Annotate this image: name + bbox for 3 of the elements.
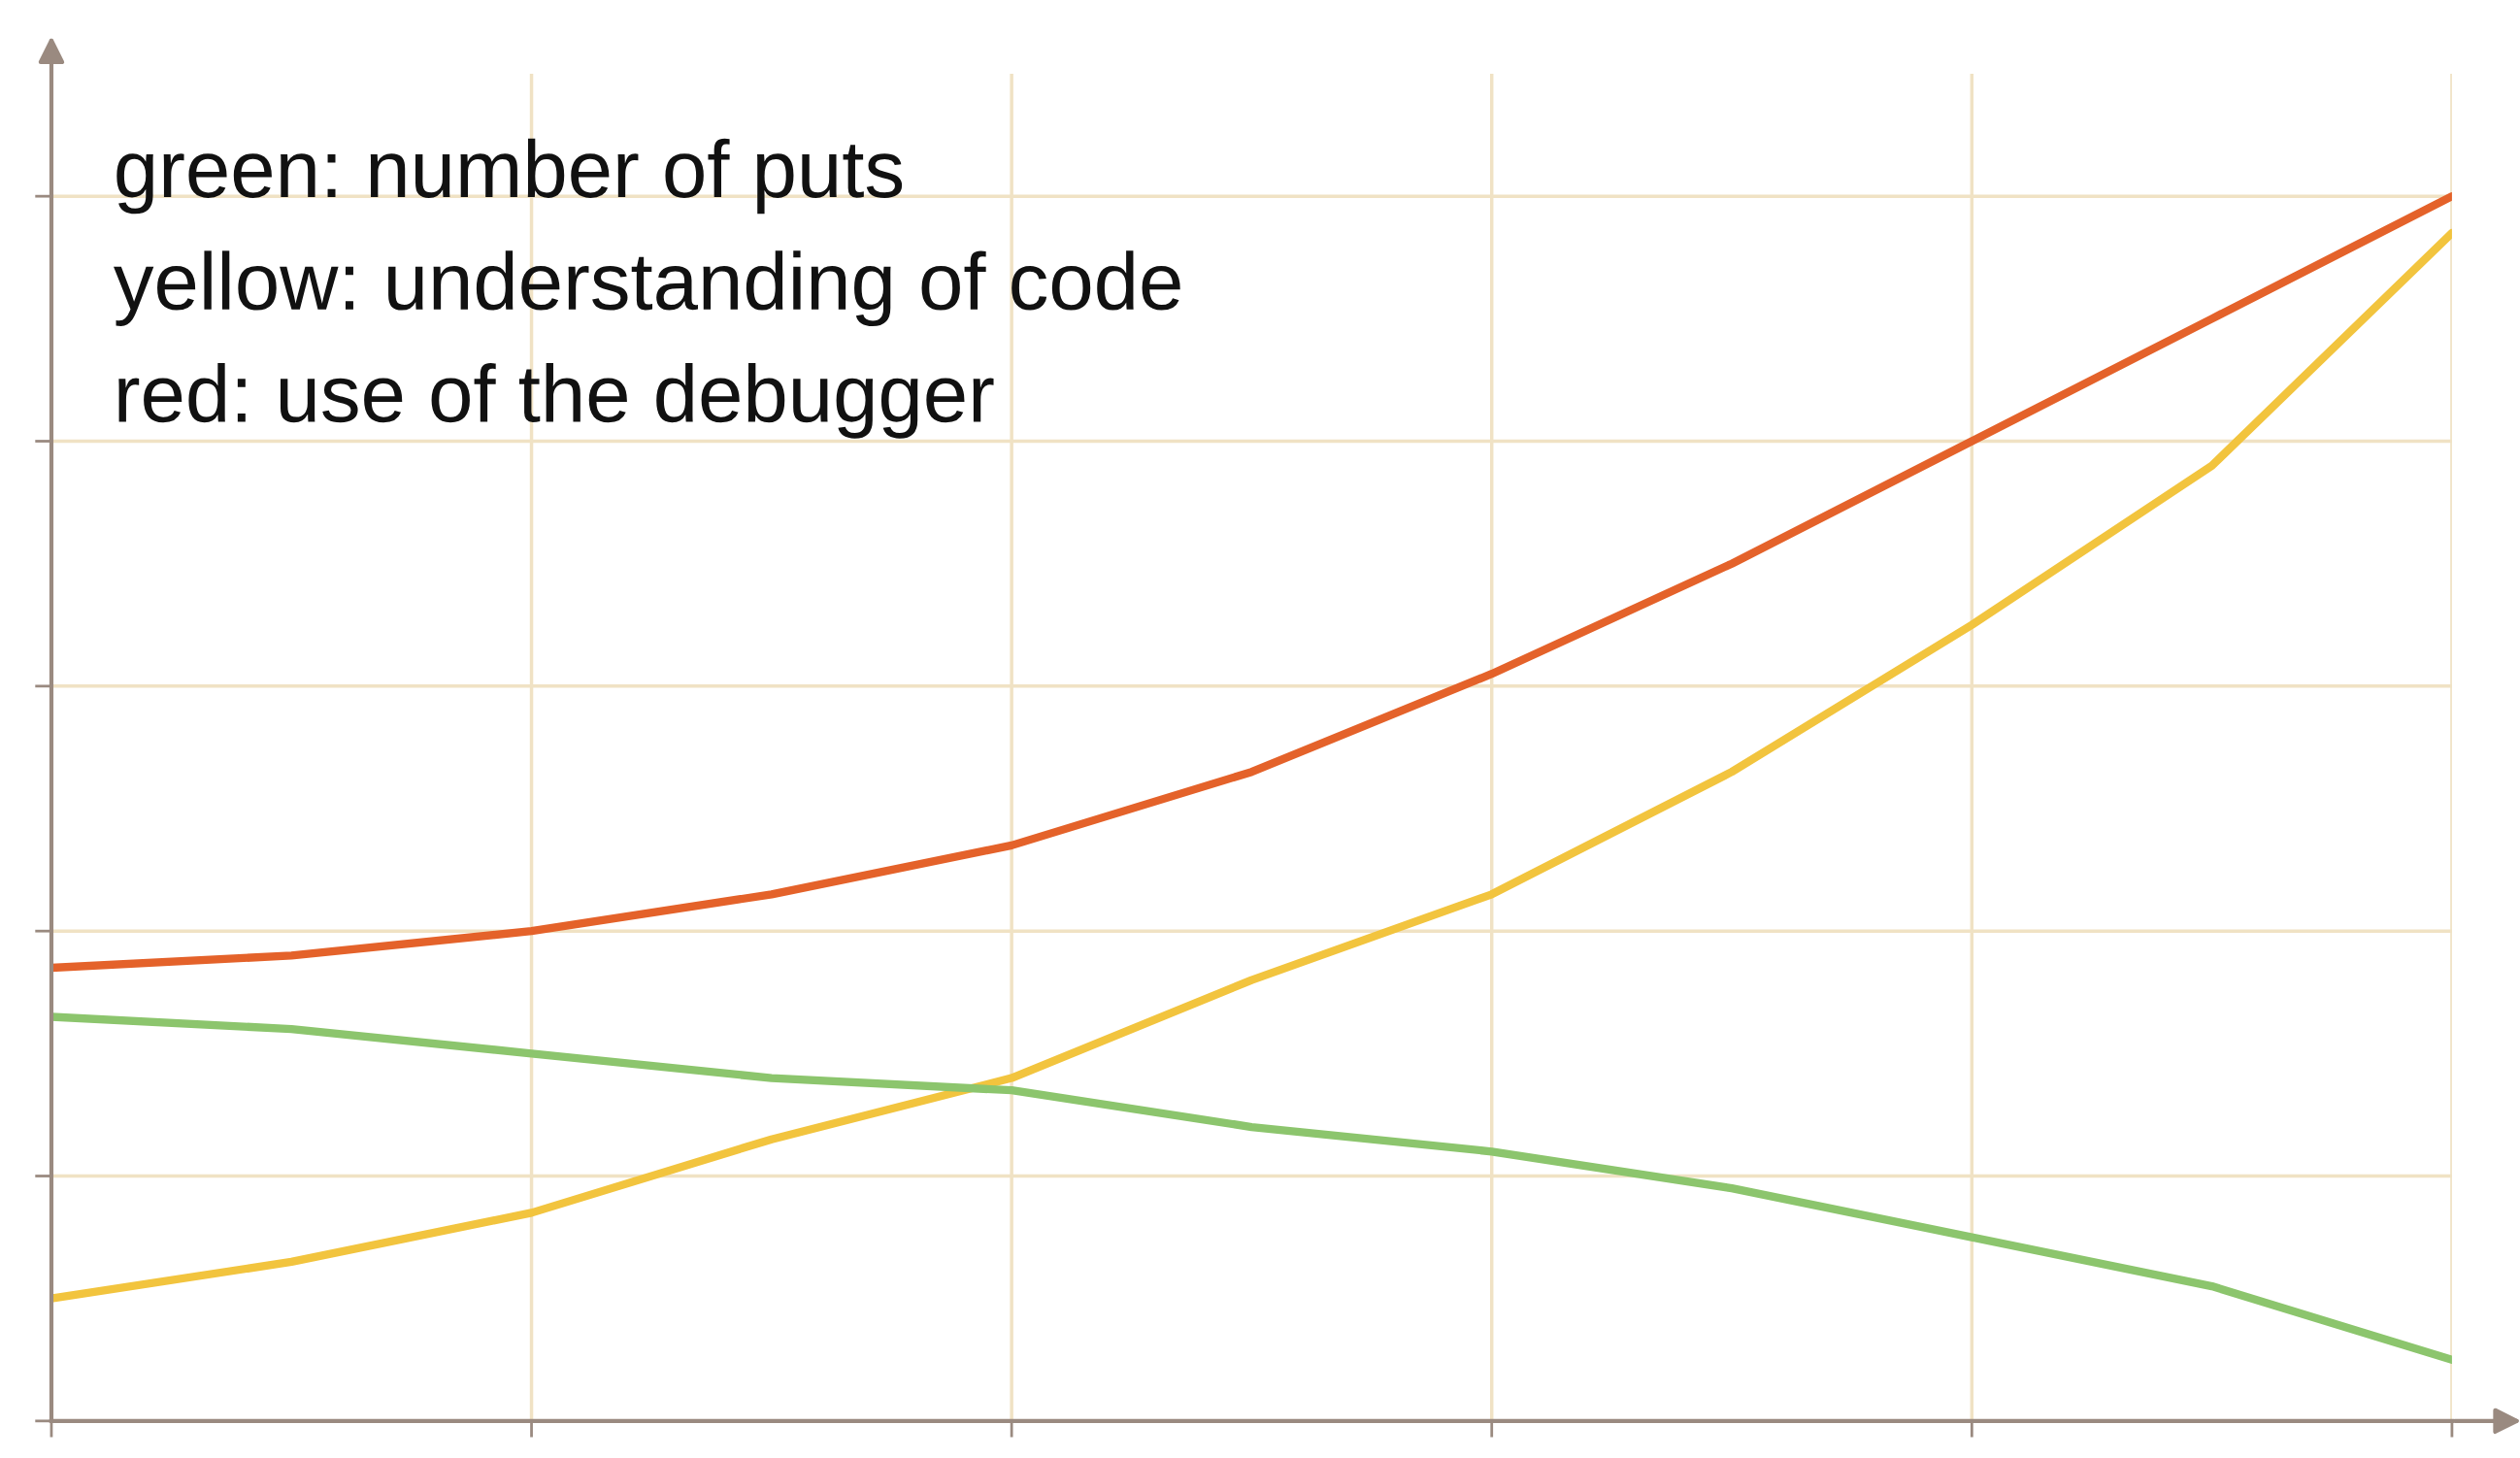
annotation: red: use of the debugger [118, 363, 994, 439]
annotation: green: number of puts [116, 138, 903, 215]
annotation: yellow: understanding of code [114, 250, 1180, 327]
